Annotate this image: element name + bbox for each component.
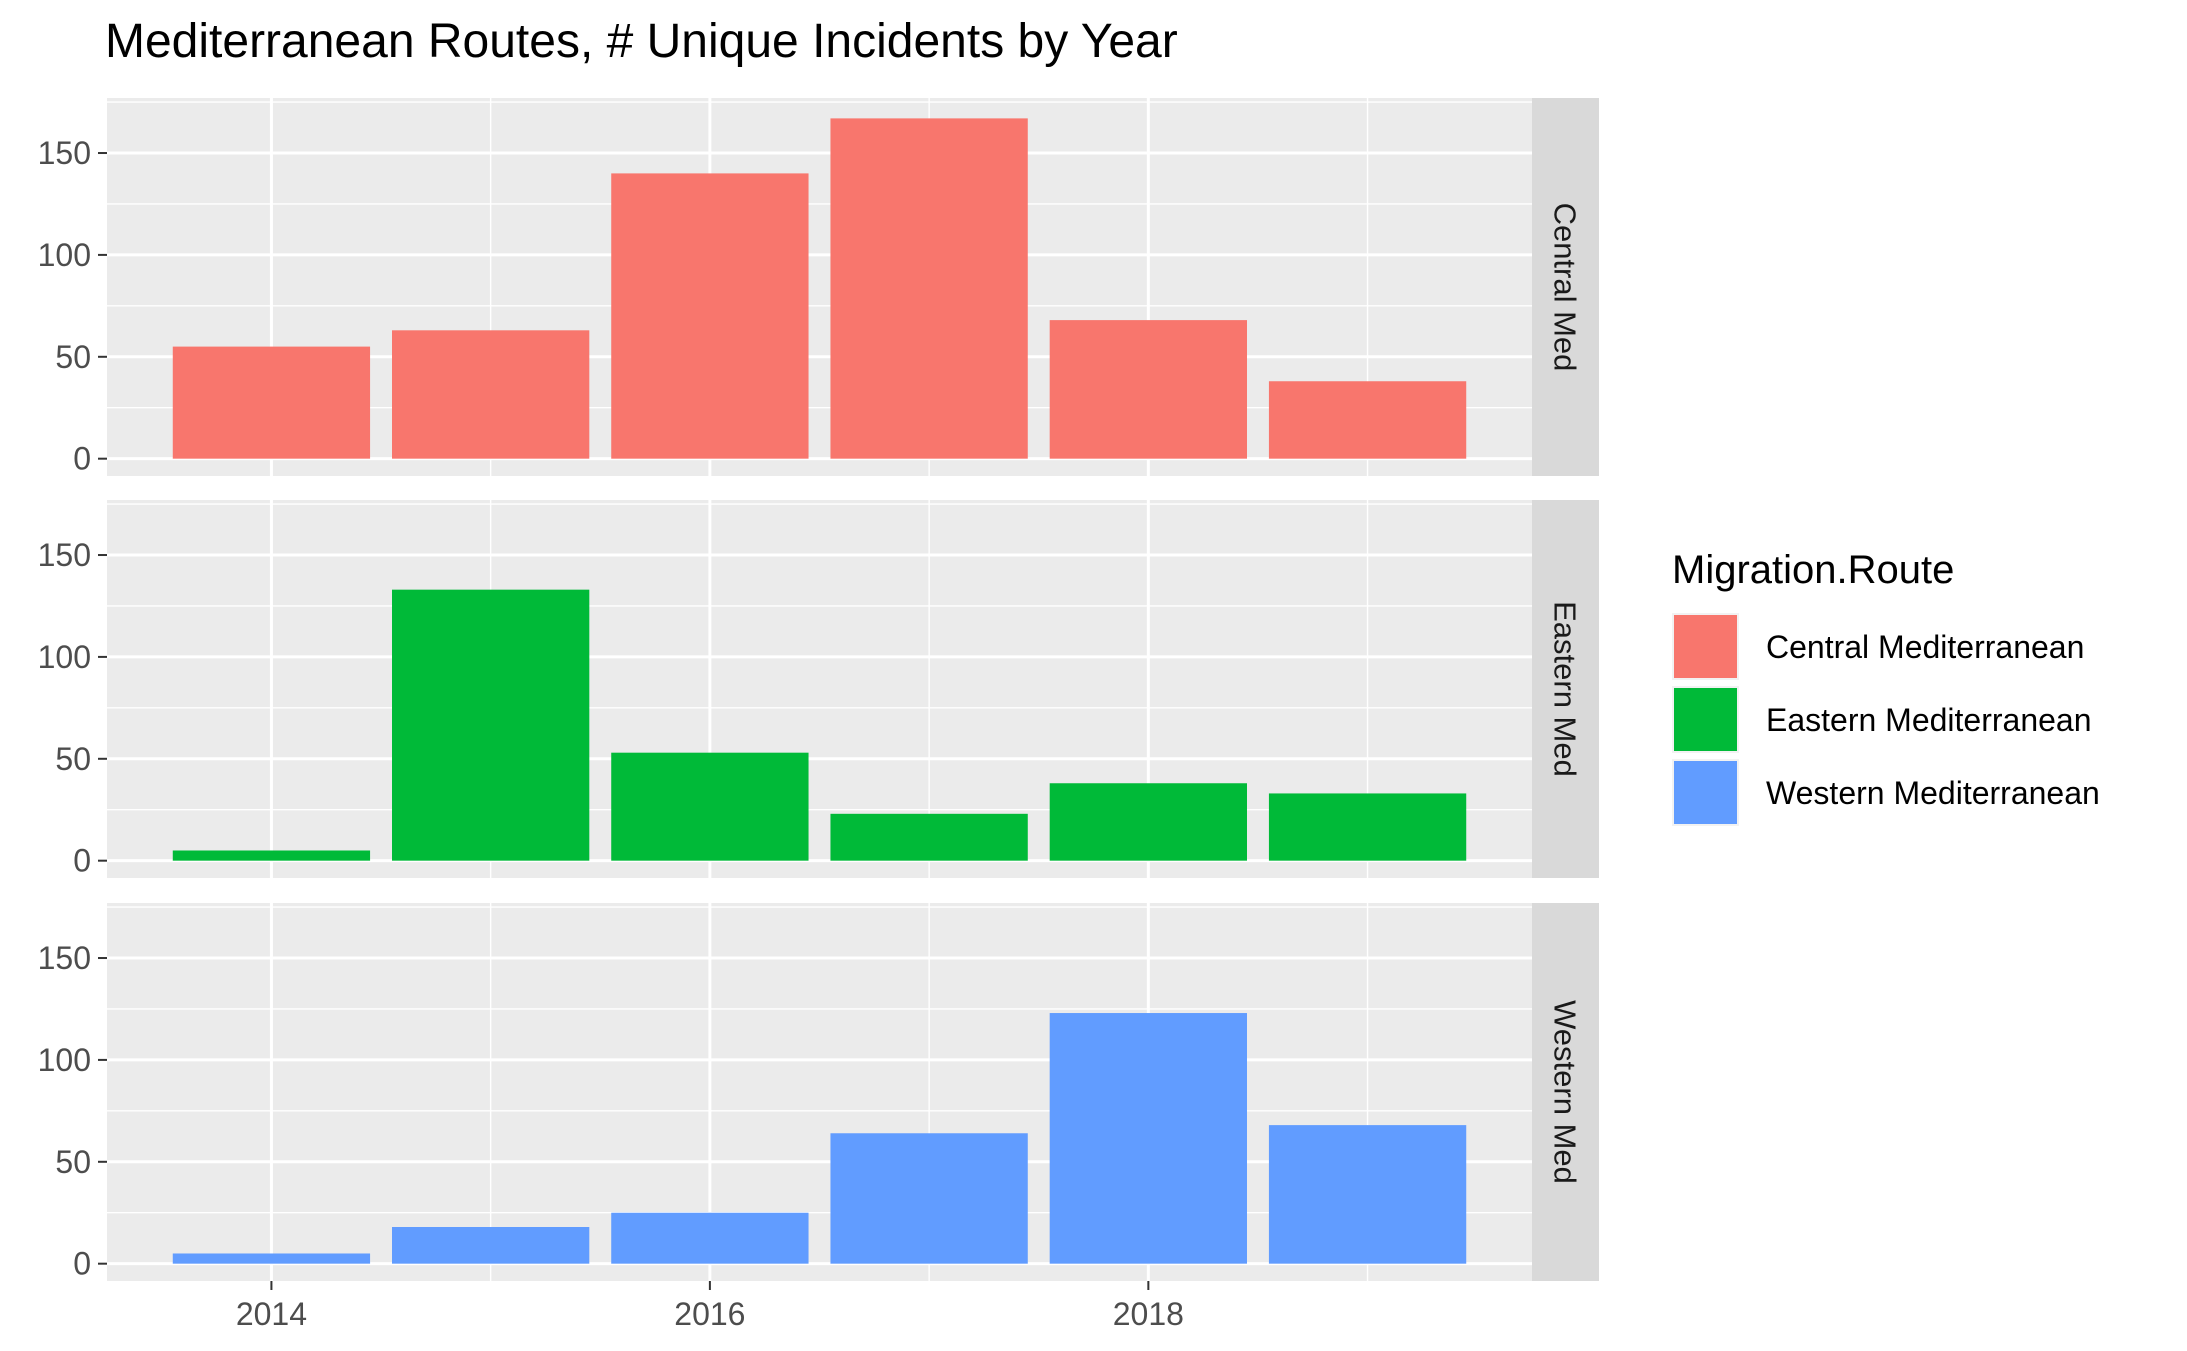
bar <box>611 173 809 459</box>
legend-label: Western Mediterranean <box>1766 775 2100 811</box>
facet-strip-label: Central Med <box>1548 203 1583 372</box>
facet-strip-label: Eastern Med <box>1548 601 1583 777</box>
x-tick-label: 2018 <box>1113 1296 1184 1332</box>
bar <box>611 1212 809 1264</box>
bar <box>392 589 590 861</box>
bar <box>1268 793 1467 861</box>
y-tick-label: 50 <box>55 339 91 375</box>
chart-title: Mediterranean Routes, # Unique Incidents… <box>105 15 1178 68</box>
bar <box>1049 320 1247 459</box>
y-tick-label: 150 <box>38 135 91 171</box>
facet-strip <box>1532 903 1599 1281</box>
bar <box>1268 1125 1467 1264</box>
legend-label: Central Mediterranean <box>1766 629 2084 665</box>
legend-title: Migration.Route <box>1672 548 1954 592</box>
legend-swatch <box>1674 761 1737 824</box>
legend-label: Eastern Mediterranean <box>1766 702 2092 738</box>
y-tick-label: 0 <box>73 1246 91 1282</box>
bar <box>1049 1013 1247 1264</box>
bar <box>1049 783 1247 861</box>
y-tick-label: 50 <box>55 741 91 777</box>
bar <box>392 330 590 459</box>
bar <box>1268 381 1467 459</box>
x-tick-label: 2014 <box>236 1296 307 1332</box>
facet-strip <box>1532 500 1599 878</box>
y-tick-label: 50 <box>55 1144 91 1180</box>
facet-strip <box>1532 98 1599 476</box>
y-tick-label: 0 <box>73 441 91 477</box>
y-tick-label: 100 <box>38 1042 91 1078</box>
bar <box>392 1227 590 1264</box>
y-tick-label: 150 <box>38 940 91 976</box>
bar <box>830 813 1028 861</box>
bar <box>172 850 371 861</box>
bar <box>172 346 371 459</box>
legend-swatch <box>1674 688 1737 751</box>
y-tick-label: 150 <box>38 537 91 573</box>
facet-strip-label: Western Med <box>1548 1000 1583 1184</box>
y-tick-label: 100 <box>38 237 91 273</box>
y-tick-label: 0 <box>73 843 91 879</box>
bar <box>830 1133 1028 1264</box>
y-tick-label: 100 <box>38 639 91 675</box>
legend-swatch <box>1674 615 1737 678</box>
bar <box>830 118 1028 459</box>
bar <box>172 1253 371 1264</box>
x-tick-label: 2016 <box>674 1296 745 1332</box>
bar <box>611 752 809 861</box>
